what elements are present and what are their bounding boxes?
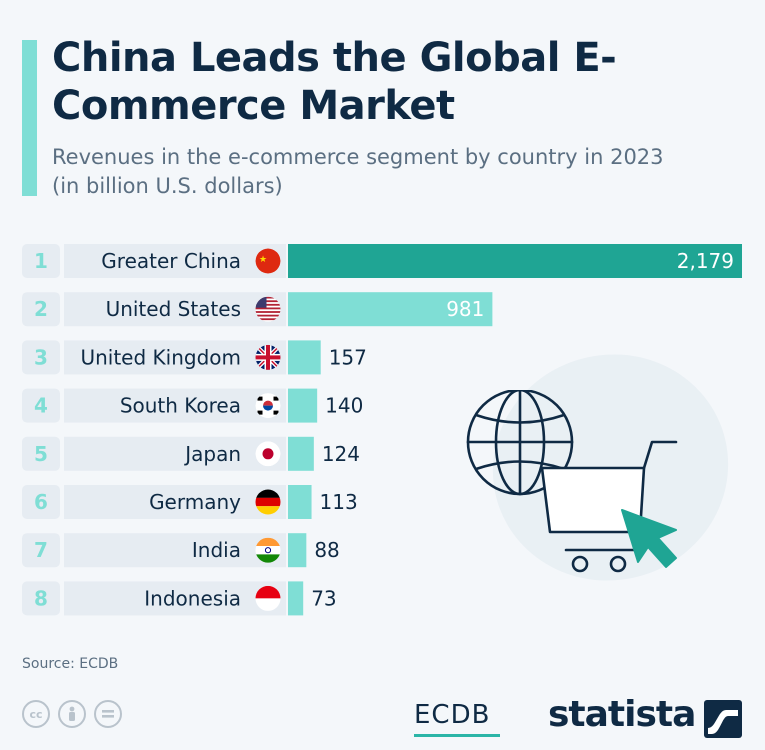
flag-usa-stripe <box>255 303 281 306</box>
country-cell <box>64 340 286 375</box>
bar <box>288 533 307 568</box>
flag-usa-stripe <box>255 307 281 310</box>
flag-korea-taeguk-red <box>263 400 273 406</box>
creative-commons-icon[interactable]: cc <box>22 700 50 728</box>
country-cell <box>64 533 286 568</box>
country-cell <box>64 436 286 471</box>
rank-number: 4 <box>34 394 48 418</box>
flag-uk-cross-red <box>266 344 270 370</box>
bar <box>288 436 314 471</box>
flag-korea-taeguk-blue <box>263 405 273 411</box>
bar <box>288 388 318 423</box>
flag-india-saffron <box>255 537 281 547</box>
flag-indonesia-red <box>255 585 281 599</box>
attribution-icon[interactable] <box>58 700 86 728</box>
rank-cell <box>22 436 60 471</box>
country-cell <box>64 292 286 327</box>
country-cell <box>64 581 286 616</box>
country-label: Greater China <box>101 249 241 273</box>
data-label: 981 <box>446 297 484 321</box>
bar <box>288 340 321 375</box>
rank-number: 3 <box>34 345 48 369</box>
rank-cell <box>22 485 60 519</box>
flag-germany-icon <box>255 489 281 515</box>
shopping-cart-globe-icon <box>466 390 678 573</box>
flag-germany-red <box>255 497 281 507</box>
data-label: 88 <box>314 538 339 562</box>
rank-cell <box>22 292 60 327</box>
country-label: Indonesia <box>144 586 241 610</box>
data-label: 113 <box>320 490 358 514</box>
flag-india-green <box>255 554 281 563</box>
data-label: 124 <box>322 442 360 466</box>
rank-number: 2 <box>34 297 48 321</box>
data-label: 73 <box>311 586 336 610</box>
flag-korea-trigram <box>257 410 263 415</box>
rank-number: 1 <box>34 249 48 273</box>
rank-number: 6 <box>34 490 48 514</box>
data-label: 157 <box>329 345 367 369</box>
country-label: Germany <box>149 490 241 514</box>
statista-logo-mark-icon <box>704 700 742 738</box>
flag-germany-black <box>255 489 281 498</box>
statista-logo[interactable]: statista <box>548 694 696 735</box>
country-label: United Kingdom <box>80 345 241 369</box>
flag-usa-stripe <box>255 296 281 299</box>
rank-number: 5 <box>34 442 48 466</box>
flag-germany-gold <box>255 506 281 515</box>
source-note: Source: ECDB <box>22 656 119 672</box>
country-cell <box>64 244 286 278</box>
flag-usa-stripe <box>255 300 281 303</box>
rank-number: 7 <box>34 538 48 562</box>
flag-indonesia-white <box>255 598 281 611</box>
ecdb-logo-underline <box>414 734 500 737</box>
bar <box>288 244 742 278</box>
country-label: United States <box>106 297 241 321</box>
rank-cell <box>22 581 60 616</box>
chart-subtitle: Revenues in the e-commerce segment by co… <box>52 145 664 198</box>
flag-usa-stripe <box>255 314 281 317</box>
flag-korea-trigram <box>273 410 279 415</box>
flag-uk-icon <box>255 344 281 370</box>
flag-usa-stripe <box>255 311 281 313</box>
data-label: 140 <box>325 394 363 418</box>
flag-usa-icon <box>255 296 281 322</box>
country-label: South Korea <box>120 394 241 418</box>
rank-cell <box>22 533 60 568</box>
bar <box>288 581 304 616</box>
rank-cell <box>22 340 60 375</box>
bar <box>288 485 312 519</box>
data-label: 2,179 <box>677 249 734 273</box>
flag-usa-stripe <box>255 318 281 321</box>
flag-india-icon <box>255 537 281 563</box>
bar <box>288 292 493 327</box>
no-derivatives-icon[interactable] <box>94 700 122 728</box>
country-cell <box>64 388 286 423</box>
chart-title: China Leads the Global E-Commerce Market <box>52 35 617 129</box>
flag-india-chakra <box>264 547 272 554</box>
flag-japan-icon <box>255 441 281 467</box>
license-icons: cc <box>22 700 122 728</box>
flag-china-icon: ★ <box>255 248 281 274</box>
rank-cell <box>22 244 60 278</box>
flag-indonesia-icon <box>255 585 281 611</box>
rank-cell <box>22 388 60 423</box>
flag-korea-trigram <box>257 396 263 401</box>
country-label: India <box>192 538 241 562</box>
rank-number: 8 <box>34 586 48 610</box>
flag-korea-trigram <box>273 396 279 401</box>
country-label: Japan <box>183 442 241 466</box>
flag-india-white <box>255 546 281 555</box>
title-accent-bar <box>22 40 37 196</box>
country-cell <box>64 485 286 519</box>
flag-japan-sun <box>262 448 274 460</box>
flag-china-star: ★ <box>259 255 267 265</box>
flag-usa-canton <box>255 296 267 308</box>
ecdb-logo[interactable]: ECDB <box>414 700 491 730</box>
flag-south-korea-icon <box>255 393 281 419</box>
